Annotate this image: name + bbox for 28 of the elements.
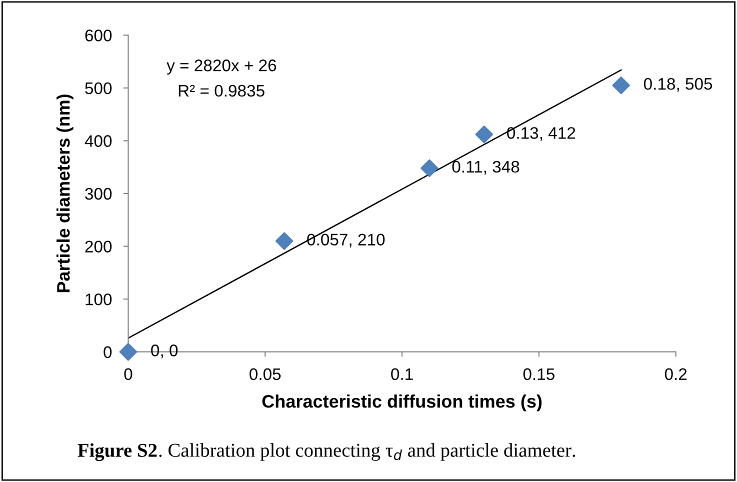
y-tick-label: 0 xyxy=(104,346,112,358)
annotation: y = 2820x + 26 xyxy=(166,60,276,75)
data-label: 0.18, 505 xyxy=(644,78,712,92)
caption: Figure S2 xyxy=(78,443,157,462)
point xyxy=(475,126,494,144)
x-tick-label: 0.2 xyxy=(664,368,687,380)
data-label: 0.11, 348 xyxy=(452,160,520,175)
x-tick-label: 0.05 xyxy=(250,368,281,380)
data-label: 0.057, 210 xyxy=(307,234,385,248)
y-tick-label: 300 xyxy=(85,188,112,200)
point xyxy=(420,159,438,178)
y-tick-label: 400 xyxy=(84,135,112,147)
x-tick-label: 0 xyxy=(124,368,132,380)
annotation: R² = 0.9835 xyxy=(178,84,264,97)
point xyxy=(119,342,138,361)
x-tick-label: 0.15 xyxy=(523,368,554,380)
text: . Calibration plot connecting τ$_{d}$ and particle diameter. xyxy=(159,443,576,461)
x-tick-label: 0.1 xyxy=(391,368,413,380)
data-label: 0, 0 xyxy=(151,344,178,358)
y-axis-title: Particle diameters (nm) xyxy=(56,94,74,292)
y-tick-label: 600 xyxy=(85,30,112,42)
data-label: 0.13, 412 xyxy=(507,127,576,141)
x-axis-title: Characteristic diffusion times (s) xyxy=(262,394,542,412)
y-tick-label: 100 xyxy=(86,293,112,306)
y-tick-label: 500 xyxy=(85,82,112,94)
point xyxy=(275,232,294,250)
y-tick-label: 200 xyxy=(85,240,112,253)
point xyxy=(612,76,630,94)
